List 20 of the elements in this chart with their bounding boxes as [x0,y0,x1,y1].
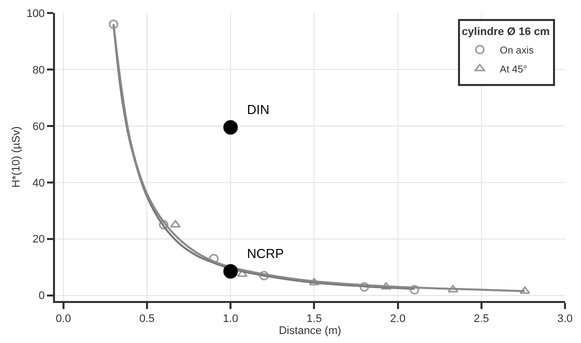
legend-title: cylindre Ø 16 cm [462,26,550,38]
x-tick-label: 2.5 [474,313,490,326]
y-tick-label: 20 [32,234,45,246]
legend-label: At 45° [500,64,528,76]
x-tick-label: 0.5 [139,313,155,326]
y-tick-label: 100 [26,8,45,20]
x-tick-label: 0.0 [56,313,72,326]
y-tick-label: 60 [32,120,45,133]
x-axis-title: Distance (m) [278,325,342,338]
annotation: NCRP [247,246,284,261]
y-tick-label: 80 [32,64,45,76]
x-tick-label: 2.0 [390,313,406,326]
legend-label: On axis [500,45,534,56]
x-tick-label: 1.5 [306,313,322,326]
y-tick-label: 0 [38,290,45,302]
y-axis-title: H*(10) (µSv) [10,126,23,188]
x-tick-label: 3.0 [557,313,573,326]
annotation: DIN [247,102,270,117]
x-tick-label: 1.0 [222,313,238,326]
y-tick-label: 40 [32,177,45,190]
